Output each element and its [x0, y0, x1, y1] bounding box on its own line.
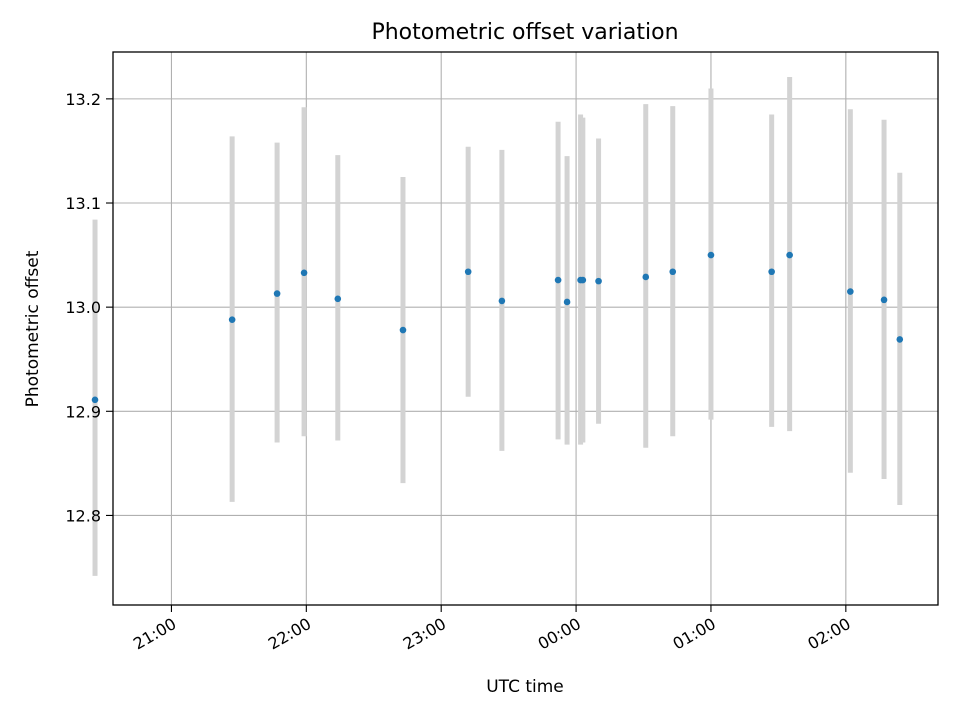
- data-point: [563, 298, 571, 306]
- data-point: [786, 251, 793, 259]
- data-points: [91, 251, 904, 404]
- data-point: [300, 269, 308, 277]
- y-tick-label: 13.2: [65, 90, 101, 109]
- chart-title: Photometric offset variation: [371, 20, 678, 45]
- data-point: [228, 316, 236, 323]
- data-point: [498, 297, 506, 305]
- data-point: [464, 268, 472, 276]
- data-point: [334, 295, 342, 303]
- y-axis-label: Photometric offset: [23, 250, 43, 407]
- data-point: [642, 273, 650, 281]
- plot-frame: [112, 51, 939, 606]
- data-point: [579, 276, 587, 284]
- y-tick-label: 13.0: [65, 298, 101, 317]
- y-tick-label: 13.1: [65, 194, 101, 213]
- data-point: [880, 296, 888, 304]
- data-point: [595, 277, 602, 285]
- data-point: [847, 288, 854, 295]
- data-point: [554, 276, 562, 284]
- x-axis-label: UTC time: [486, 677, 564, 697]
- y-tick-label: 12.8: [65, 506, 101, 525]
- data-point: [399, 326, 407, 334]
- data-point: [707, 251, 715, 259]
- data-point: [896, 336, 904, 343]
- data-point: [273, 290, 281, 297]
- data-point: [669, 268, 677, 276]
- data-point: [768, 268, 775, 276]
- data-point: [91, 396, 99, 404]
- y-tick-label: 12.9: [65, 402, 101, 421]
- y-axis-ticks: 12.8 12.9 13.0 13.1 13.2: [65, 90, 113, 525]
